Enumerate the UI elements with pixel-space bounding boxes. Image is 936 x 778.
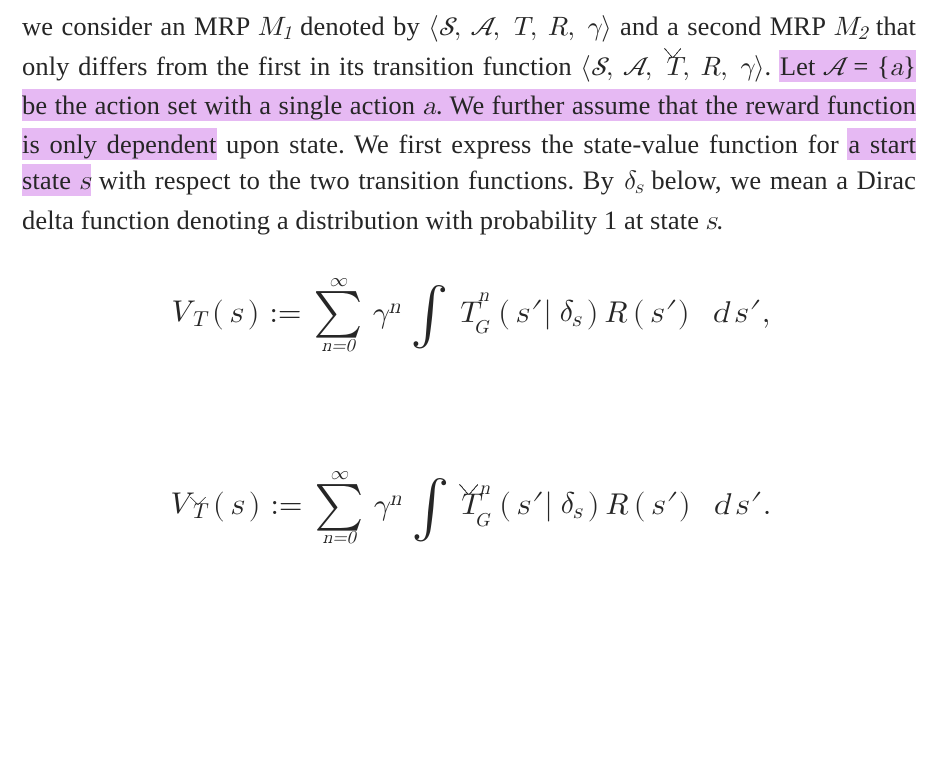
equation-2: VT(s) := ∞ ∑ n=0 γn ∫ T n G (s′|δs)R(s′)… <box>22 465 916 548</box>
integral-icon: ∫ <box>411 469 449 548</box>
sum-icon: ∞ ∑ n=0 <box>314 465 363 548</box>
text: . <box>716 205 723 235</box>
highlight-2: action set with a single action a. <box>95 90 450 120</box>
delta-s: δs <box>623 169 643 195</box>
tuple-2: ⟨𝒮, 𝒜, T, R, γ⟩ <box>580 55 764 81</box>
text: and a second MRP <box>612 11 834 41</box>
highlight-3: We further assume that <box>449 90 705 120</box>
paragraph: we consider an MRP M1 denoted by ⟨𝒮, 𝒜, … <box>22 8 916 240</box>
text: at state <box>617 205 706 235</box>
text: denoted by <box>292 11 428 41</box>
state-s: s <box>706 209 717 235</box>
equation-gap <box>22 355 916 433</box>
math-M1: M1 <box>258 15 292 41</box>
one: 1 <box>604 205 617 235</box>
math-M2: M2 <box>833 15 867 41</box>
integral-icon: ∫ <box>410 276 448 355</box>
tuple-1: ⟨𝒮, 𝒜, T, R, γ⟩ <box>428 15 611 41</box>
equation-1: VT(s) := ∞ ∑ n=0 γn ∫ T n G (s′|δs)R(s′)… <box>22 272 916 355</box>
text: upon state. We first express the state-v… <box>216 129 848 159</box>
text: with respect to the two transition funct… <box>90 165 622 195</box>
sum-icon: ∞ ∑ n=0 <box>313 272 362 355</box>
text: . <box>765 51 780 81</box>
text: we consider an MRP <box>22 11 258 41</box>
page: we consider an MRP M1 denoted by ⟨𝒮, 𝒜, … <box>0 0 936 778</box>
